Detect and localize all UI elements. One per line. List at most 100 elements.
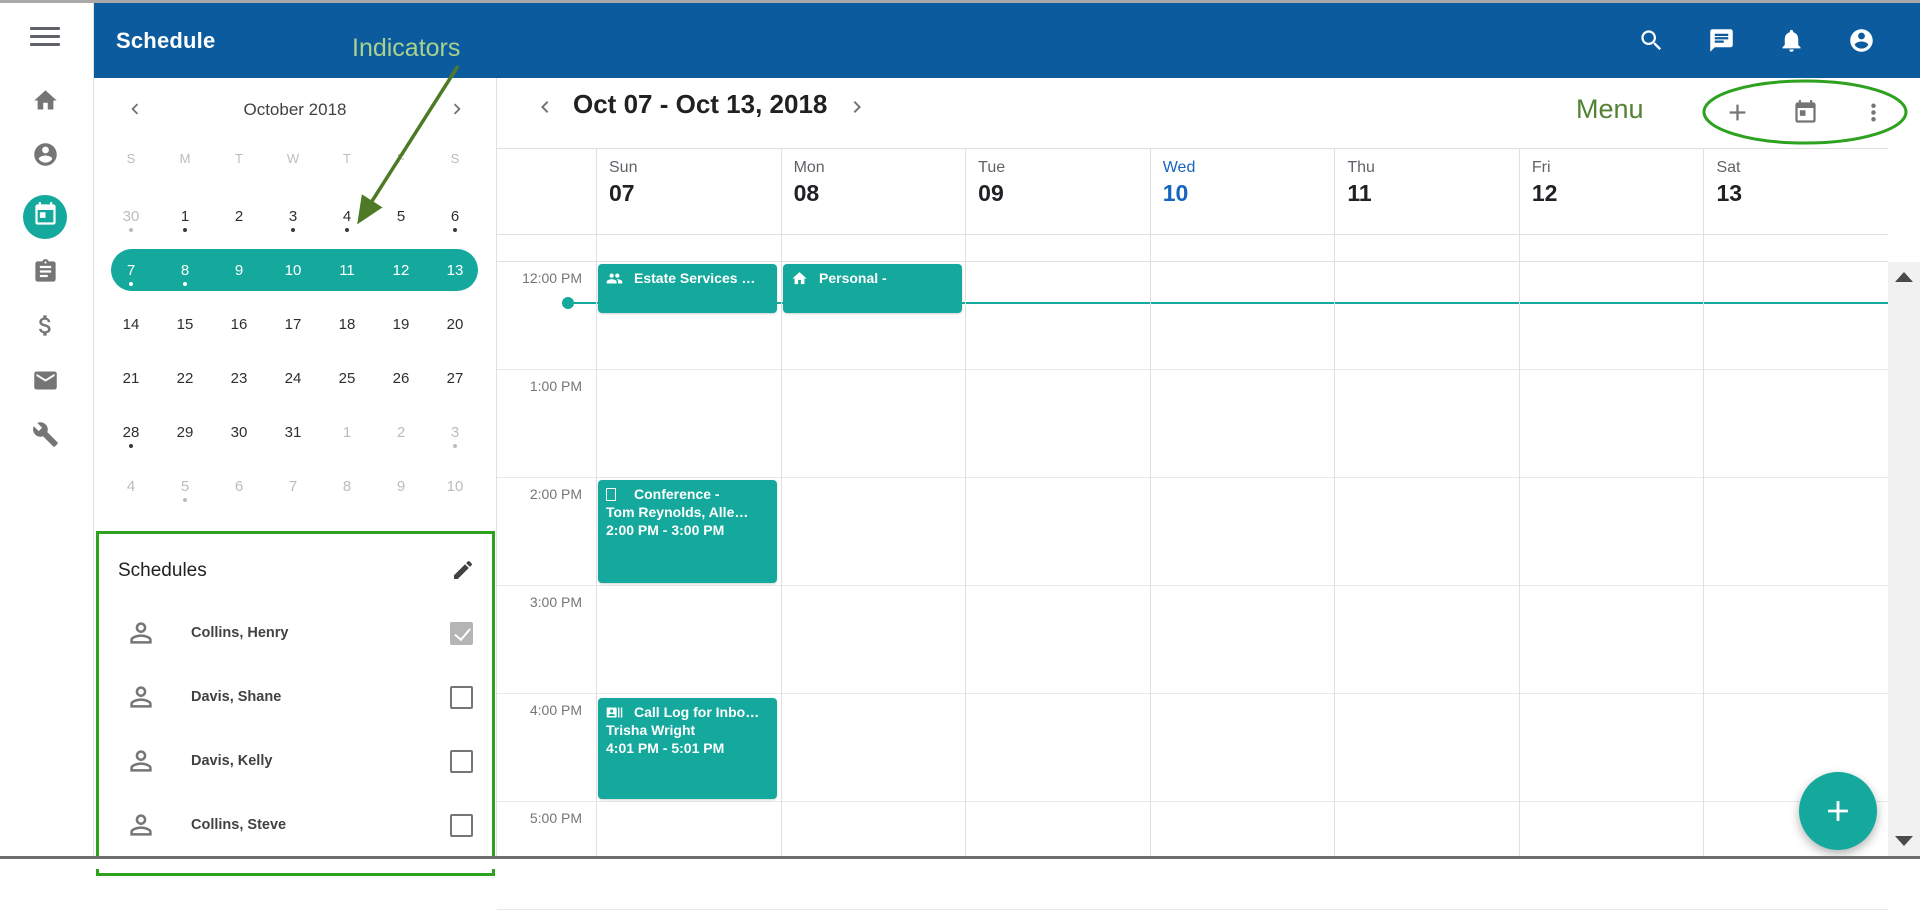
mini-calendar-next-icon[interactable] bbox=[443, 95, 471, 123]
mini-calendar-day[interactable]: 11 bbox=[339, 261, 355, 279]
calendar-today-icon[interactable] bbox=[1787, 94, 1823, 130]
all-day-row[interactable] bbox=[497, 235, 1888, 262]
mini-calendar-day[interactable]: 18 bbox=[338, 315, 356, 333]
mini-calendar-day[interactable]: 14 bbox=[122, 315, 140, 333]
mini-calendar-day[interactable]: 2 bbox=[396, 423, 406, 441]
schedule-checkbox[interactable] bbox=[450, 622, 473, 645]
mini-calendar-day[interactable]: 10 bbox=[446, 477, 464, 495]
billing-icon bbox=[32, 312, 59, 344]
hour-row[interactable]: 3:00 PM bbox=[497, 586, 1888, 694]
mini-calendar-day[interactable]: 30 bbox=[230, 423, 248, 441]
schedule-person-row[interactable]: Collins, Steve bbox=[99, 794, 492, 858]
day-column-header[interactable]: Thu 11 bbox=[1334, 149, 1519, 234]
mini-calendar-day[interactable]: 7 bbox=[104, 243, 158, 297]
hour-label: 1:00 PM bbox=[529, 378, 582, 394]
mini-calendar-day[interactable]: 16 bbox=[230, 315, 248, 333]
mini-calendar-day[interactable]: 9 bbox=[396, 477, 406, 495]
mini-calendar-day[interactable]: 19 bbox=[392, 315, 410, 333]
calendar-event[interactable]: Personal - bbox=[783, 264, 962, 313]
hour-row[interactable]: 4:00 PM bbox=[497, 694, 1888, 802]
mini-calendar-day[interactable]: 8 bbox=[342, 477, 352, 495]
mini-calendar-day[interactable]: 22 bbox=[176, 369, 194, 387]
mini-calendar-day[interactable]: 24 bbox=[284, 369, 302, 387]
add-event-fab[interactable] bbox=[1799, 772, 1877, 850]
scroll-down-icon[interactable] bbox=[1895, 836, 1913, 846]
day-column-header[interactable]: Sun 07 bbox=[596, 149, 781, 234]
mini-calendar-day[interactable]: 10 bbox=[284, 261, 302, 279]
mini-calendar-day[interactable]: 3 bbox=[266, 189, 320, 243]
mini-calendar-day[interactable]: 21 bbox=[122, 369, 140, 387]
mini-calendar-day[interactable]: 1 bbox=[342, 423, 352, 441]
mini-calendar-day[interactable]: 28 bbox=[104, 405, 158, 459]
day-column-header[interactable]: Fri 12 bbox=[1519, 149, 1704, 234]
mini-calendar-day[interactable]: 6 bbox=[428, 189, 482, 243]
schedule-checkbox[interactable] bbox=[450, 686, 473, 709]
nav-rail-item[interactable] bbox=[23, 415, 67, 459]
schedule-person-row[interactable]: Davis, Shane bbox=[99, 666, 492, 730]
nav-rail-item[interactable] bbox=[23, 195, 67, 239]
mini-calendar-day[interactable]: 20 bbox=[446, 315, 464, 333]
weekday-label: S bbox=[126, 151, 136, 166]
schedule-checkbox[interactable] bbox=[450, 814, 473, 837]
vertical-scrollbar[interactable] bbox=[1888, 262, 1920, 856]
day-name: Fri bbox=[1531, 159, 1551, 176]
hour-row[interactable]: 12:00 PM bbox=[497, 262, 1888, 370]
mini-calendar-day[interactable]: 9 bbox=[234, 261, 244, 279]
menu-icon[interactable] bbox=[30, 27, 60, 49]
more-options-icon[interactable] bbox=[1855, 94, 1891, 130]
mini-calendar-day[interactable]: 2 bbox=[234, 207, 244, 225]
chat-icon[interactable] bbox=[1706, 26, 1736, 56]
day-column-header[interactable]: Wed 10 bbox=[1150, 149, 1335, 234]
day-column-header[interactable]: Mon 08 bbox=[781, 149, 966, 234]
mini-calendar-day[interactable]: 3 bbox=[428, 405, 482, 459]
mini-calendar-day[interactable]: 12 bbox=[392, 261, 410, 279]
mini-calendar-day[interactable]: 26 bbox=[392, 369, 410, 387]
week-next-icon[interactable] bbox=[843, 93, 871, 121]
notifications-icon[interactable] bbox=[1776, 26, 1806, 56]
person-outline-icon bbox=[125, 617, 157, 649]
search-icon[interactable] bbox=[1636, 26, 1666, 56]
mail-icon bbox=[32, 367, 59, 399]
calendar-event[interactable]: Call Log for Inbo… Trisha Wright 4:01 PM -… bbox=[598, 698, 777, 799]
schedule-checkbox[interactable] bbox=[450, 750, 473, 773]
mini-calendar-day[interactable]: 27 bbox=[446, 369, 464, 387]
calendar-event[interactable]: Estate Services … bbox=[598, 264, 777, 313]
day-column-header[interactable]: Sat 13 bbox=[1703, 149, 1888, 234]
mini-calendar-day[interactable]: 7 bbox=[288, 477, 298, 495]
mini-calendar-day[interactable]: 13 bbox=[446, 261, 464, 279]
nav-rail-item[interactable] bbox=[23, 361, 67, 405]
mini-calendar-day[interactable]: 8 bbox=[158, 243, 212, 297]
time-grid[interactable]: 12:00 PM 1:00 PM 2:00 PM 3:00 PM 4:00 PM bbox=[497, 262, 1888, 910]
scroll-up-icon[interactable] bbox=[1895, 272, 1913, 282]
add-event-icon[interactable] bbox=[1719, 94, 1755, 130]
mini-calendar-day[interactable]: 30 bbox=[104, 189, 158, 243]
day-column-header[interactable]: Tue 09 bbox=[965, 149, 1150, 234]
hour-row[interactable]: 1:00 PM bbox=[497, 370, 1888, 478]
account-icon[interactable] bbox=[1846, 26, 1876, 56]
edit-icon[interactable] bbox=[451, 558, 477, 584]
calendar-event[interactable]: Conference - Tom Reynolds, Alle… 2:00 PM -… bbox=[598, 480, 777, 583]
mini-calendar-day[interactable]: 29 bbox=[176, 423, 194, 441]
mini-calendar-day[interactable]: 31 bbox=[284, 423, 302, 441]
mini-calendar-day[interactable]: 5 bbox=[396, 207, 406, 225]
nav-rail-item[interactable] bbox=[23, 252, 67, 296]
mini-calendar-prev-icon[interactable] bbox=[121, 95, 149, 123]
schedule-person-row[interactable]: Collins, Henry bbox=[99, 602, 492, 666]
mini-calendar-day[interactable]: 23 bbox=[230, 369, 248, 387]
mini-calendar-day[interactable]: 17 bbox=[284, 315, 302, 333]
grid-column-line bbox=[1334, 148, 1335, 869]
weekday-label: S bbox=[450, 151, 460, 166]
mini-calendar-day[interactable]: 15 bbox=[176, 315, 194, 333]
mini-calendar-day[interactable]: 5 bbox=[158, 459, 212, 513]
mini-calendar-day[interactable]: 1 bbox=[158, 189, 212, 243]
week-prev-icon[interactable] bbox=[531, 93, 559, 121]
nav-rail-item[interactable] bbox=[23, 81, 67, 125]
mini-calendar-day[interactable]: 6 bbox=[234, 477, 244, 495]
mini-calendar-day[interactable]: 25 bbox=[338, 369, 356, 387]
nav-rail-item[interactable] bbox=[23, 135, 67, 179]
nav-rail-item[interactable] bbox=[23, 306, 67, 350]
hour-row[interactable]: 2:00 PM bbox=[497, 478, 1888, 586]
mini-calendar-day[interactable]: 4 bbox=[126, 477, 136, 495]
schedule-person-row[interactable]: Davis, Kelly bbox=[99, 730, 492, 794]
mini-calendar-day[interactable]: 4 bbox=[320, 189, 374, 243]
